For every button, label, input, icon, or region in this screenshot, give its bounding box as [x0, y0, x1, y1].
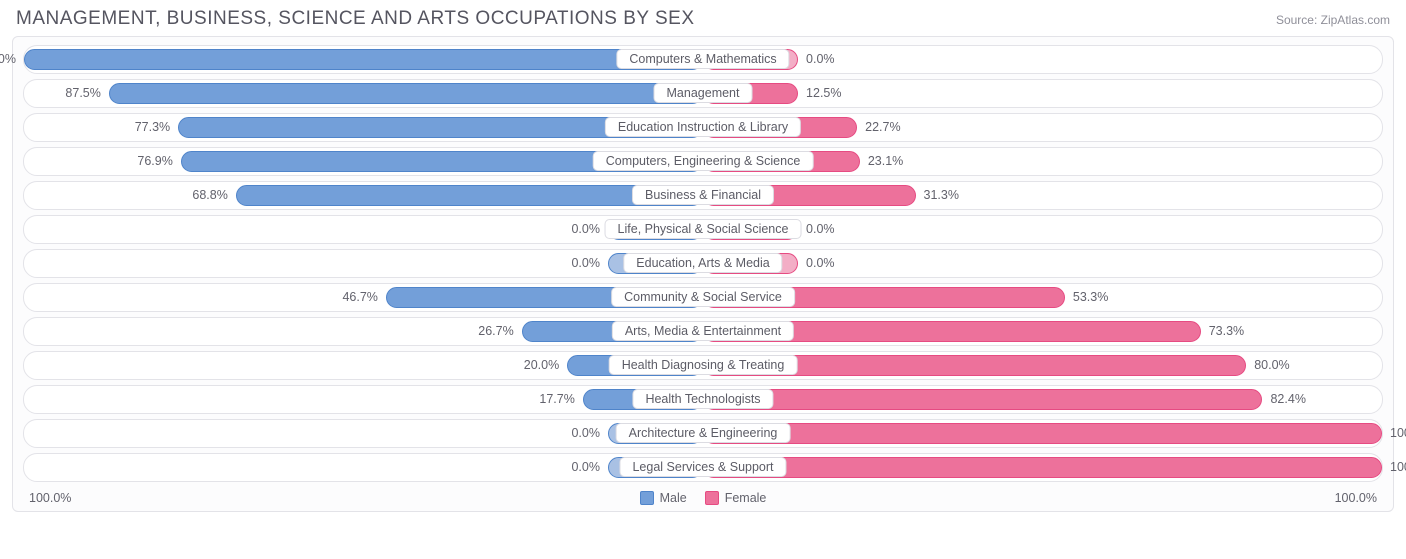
chart-row: 0.0% 0.0% Education, Arts & Media: [23, 249, 1383, 278]
female-half: 100.0%: [703, 420, 1382, 447]
axis-row: 100.0% Male Female 100.0%: [23, 487, 1383, 507]
male-half: 0.0%: [24, 216, 703, 243]
chart-row: 87.5% 12.5% Management: [23, 79, 1383, 108]
male-pct-label: 0.0%: [571, 222, 600, 236]
female-half: 12.5%: [703, 80, 1382, 107]
male-half: 0.0%: [24, 420, 703, 447]
chart-title: MANAGEMENT, BUSINESS, SCIENCE AND ARTS O…: [16, 8, 695, 30]
female-swatch: [705, 491, 719, 505]
chart-source: Source: ZipAtlas.com: [1276, 13, 1390, 27]
female-half: 0.0%: [703, 250, 1382, 277]
chart-row: 0.0% 100.0%Legal Services & Support: [23, 453, 1383, 482]
chart-container: MANAGEMENT, BUSINESS, SCIENCE AND ARTS O…: [0, 0, 1406, 559]
chart-row: 17.7% 82.4% Health Technologists: [23, 385, 1383, 414]
chart-row: 0.0% 0.0% Life, Physical & Social Science: [23, 215, 1383, 244]
male-half: 46.7%: [24, 284, 703, 311]
female-half: 0.0%: [703, 46, 1382, 73]
category-label: Health Diagnosing & Treating: [609, 355, 798, 375]
male-swatch: [640, 491, 654, 505]
category-label: Life, Physical & Social Science: [605, 219, 802, 239]
male-bar: [109, 83, 703, 104]
male-pct-label: 87.5%: [65, 86, 100, 100]
category-label: Education Instruction & Library: [605, 117, 801, 137]
male-half: 100.0%: [24, 46, 703, 73]
category-label: Computers, Engineering & Science: [593, 151, 814, 171]
axis-right-label: 100.0%: [1335, 491, 1377, 505]
female-pct-label: 12.5%: [806, 86, 841, 100]
category-label: Community & Social Service: [611, 287, 795, 307]
female-half: 82.4%: [703, 386, 1382, 413]
male-half: 26.7%: [24, 318, 703, 345]
chart-row: 46.7% 53.3% Community & Social Service: [23, 283, 1383, 312]
male-pct-label: 77.3%: [135, 120, 170, 134]
female-pct-label: 100.0%: [1390, 426, 1406, 440]
male-half: 77.3%: [24, 114, 703, 141]
chart-row: 68.8% 31.3% Business & Financial: [23, 181, 1383, 210]
category-label: Computers & Mathematics: [616, 49, 789, 69]
male-bar: [24, 49, 703, 70]
male-pct-label: 46.7%: [342, 290, 377, 304]
male-half: 68.8%: [24, 182, 703, 209]
female-pct-label: 73.3%: [1209, 324, 1244, 338]
category-label: Education, Arts & Media: [623, 253, 782, 273]
female-bar: [703, 389, 1262, 410]
female-half: 80.0%: [703, 352, 1382, 379]
male-pct-label: 76.9%: [137, 154, 172, 168]
female-pct-label: 22.7%: [865, 120, 900, 134]
male-half: 87.5%: [24, 80, 703, 107]
female-pct-label: 100.0%: [1390, 460, 1406, 474]
chart-rows: 100.0% 0.0% Computers & Mathematics 87.5% 12…: [23, 45, 1383, 482]
axis-left-label: 100.0%: [29, 491, 71, 505]
legend-item-male: Male: [640, 491, 687, 505]
female-half: 100.0%: [703, 454, 1382, 481]
female-pct-label: 80.0%: [1254, 358, 1289, 372]
category-label: Legal Services & Support: [619, 457, 786, 477]
chart-row: 20.0% 80.0% Health Diagnosing & Treating: [23, 351, 1383, 380]
chart-row: 100.0% 0.0% Computers & Mathematics: [23, 45, 1383, 74]
male-half: 0.0%: [24, 250, 703, 277]
female-pct-label: 31.3%: [924, 188, 959, 202]
category-label: Management: [654, 83, 753, 103]
female-pct-label: 53.3%: [1073, 290, 1108, 304]
legend-male-label: Male: [660, 491, 687, 505]
category-label: Health Technologists: [632, 389, 773, 409]
female-half: 73.3%: [703, 318, 1382, 345]
female-half: 22.7%: [703, 114, 1382, 141]
category-label: Arts, Media & Entertainment: [612, 321, 794, 341]
category-label: Business & Financial: [632, 185, 774, 205]
chart-row: 0.0% 100.0%Architecture & Engineering: [23, 419, 1383, 448]
chart-panel: 100.0% 0.0% Computers & Mathematics 87.5% 12…: [12, 36, 1394, 512]
male-pct-label: 20.0%: [524, 358, 559, 372]
legend-item-female: Female: [705, 491, 767, 505]
male-pct-label: 26.7%: [478, 324, 513, 338]
male-half: 0.0%: [24, 454, 703, 481]
chart-row: 76.9% 23.1% Computers, Engineering & Scien…: [23, 147, 1383, 176]
source-label: Source:: [1276, 13, 1317, 27]
legend-female-label: Female: [725, 491, 767, 505]
category-label: Architecture & Engineering: [616, 423, 791, 443]
male-pct-label: 0.0%: [571, 256, 600, 270]
female-bar: [703, 423, 1382, 444]
chart-row: 26.7% 73.3% Arts, Media & Entertainment: [23, 317, 1383, 346]
source-name: ZipAtlas.com: [1321, 13, 1390, 27]
male-pct-label: 0.0%: [571, 460, 600, 474]
male-pct-label: 17.7%: [539, 392, 574, 406]
female-pct-label: 0.0%: [806, 256, 835, 270]
female-half: 0.0%: [703, 216, 1382, 243]
female-half: 31.3%: [703, 182, 1382, 209]
female-pct-label: 82.4%: [1270, 392, 1305, 406]
male-half: 17.7%: [24, 386, 703, 413]
male-half: 20.0%: [24, 352, 703, 379]
female-pct-label: 0.0%: [806, 52, 835, 66]
female-half: 53.3%: [703, 284, 1382, 311]
female-bar: [703, 457, 1382, 478]
chart-header: MANAGEMENT, BUSINESS, SCIENCE AND ARTS O…: [12, 8, 1394, 36]
legend: Male Female: [640, 491, 767, 505]
male-pct-label: 68.8%: [192, 188, 227, 202]
male-pct-label: 0.0%: [571, 426, 600, 440]
female-pct-label: 0.0%: [806, 222, 835, 236]
female-pct-label: 23.1%: [868, 154, 903, 168]
male-pct-label: 100.0%: [0, 52, 16, 66]
chart-row: 77.3% 22.7% Education Instruction & Librar…: [23, 113, 1383, 142]
